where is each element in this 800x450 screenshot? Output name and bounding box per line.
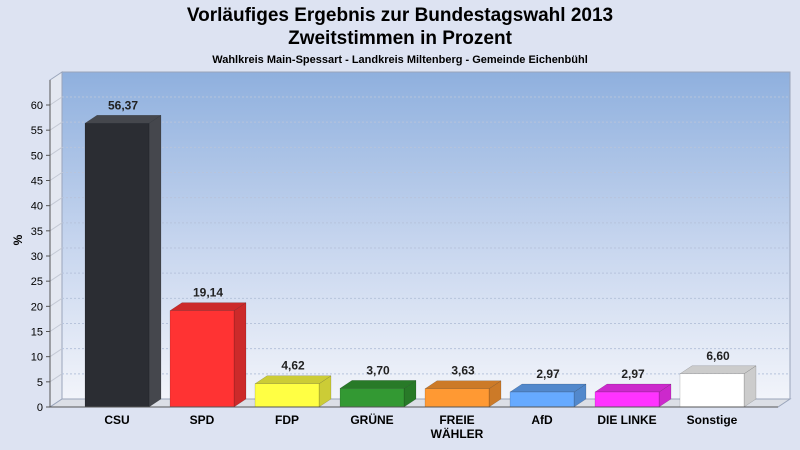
bar-value-label: 2,97	[536, 367, 560, 381]
bar-sonstige: 6,60	[679, 349, 757, 408]
bar-top	[339, 380, 417, 389]
y-tick-label: 10	[31, 352, 43, 364]
bar-front	[254, 383, 320, 408]
x-axis: CSU SPD FDP GRÜNE FREIE WÄHLER AfD DIE LINKE Son…	[50, 406, 778, 441]
y-tick-label: 40	[31, 201, 43, 213]
grid-line-side	[49, 247, 63, 257]
grid-line-side	[49, 96, 63, 106]
bar-freie-wähler: 3,63	[424, 364, 502, 408]
x-category-label: FDP	[275, 413, 299, 427]
bar-value-label: 19,14	[193, 286, 223, 300]
bar-value-label: 56,37	[108, 98, 138, 112]
plot-side-wall	[49, 71, 63, 408]
bar-value-label: 4,62	[281, 359, 305, 373]
y-tick-label: 50	[31, 150, 43, 162]
bar-front	[509, 391, 575, 408]
bar-value-label: 3,63	[451, 364, 475, 378]
bar-side	[233, 302, 247, 408]
bar-value-label: 6,60	[706, 349, 730, 363]
chart-title-line1: Vorläufiges Ergebnis zur Bundestagswahl …	[186, 5, 614, 26]
x-category-label: AfD	[531, 413, 553, 427]
x-category-label: SPD	[190, 413, 215, 427]
bar-top	[424, 380, 502, 389]
bar-value-label: 2,97	[621, 367, 645, 381]
y-tick-label: 5	[37, 377, 43, 389]
bar-top	[254, 375, 332, 384]
grid-line-side	[49, 348, 63, 358]
bar-top	[509, 383, 587, 393]
bar-grüne: 3,70	[339, 363, 417, 408]
bar-top	[84, 115, 162, 124]
grid-line-side	[49, 197, 63, 207]
grid-line-side	[49, 323, 63, 332]
y-tick-label: 55	[31, 125, 43, 137]
y-tick-label: 60	[31, 100, 43, 112]
x-category-label: FREIE WÄHLER	[431, 413, 484, 441]
x-category-label: DIE LINKE	[597, 413, 656, 427]
grid-line-side	[49, 222, 63, 232]
y-tick-label: 15	[31, 327, 43, 339]
y-tick-label: 20	[31, 301, 43, 313]
y-tick-label: 25	[31, 276, 43, 288]
grid-line-side	[49, 172, 63, 181]
y-tick-label: 30	[31, 251, 43, 263]
chart-title-line2: Zweitstimmen in Prozent	[288, 28, 512, 49]
grid-line-side	[49, 297, 63, 307]
y-axis-title: %	[11, 234, 25, 245]
y-tick-label: 0	[37, 402, 43, 414]
bar-afd: 2,97	[509, 367, 587, 408]
chart-title: Vorläufiges Ergebnis zur Bundestagswahl …	[0, 4, 800, 50]
bar-side	[148, 114, 162, 408]
plot-floor	[48, 398, 792, 408]
bar-value-label: 3,70	[366, 363, 390, 377]
x-category-label: CSU	[104, 413, 129, 427]
x-category-label: GRÜNE	[350, 412, 393, 427]
bar-top	[594, 383, 672, 393]
grid-line-side	[49, 146, 63, 156]
bar-front	[594, 391, 660, 408]
bar-csu: 56,37	[84, 98, 162, 408]
bars: 56,37 19,14 4,62 3,70 3,63 2,97 2,97 6,60	[84, 98, 757, 408]
bar-front	[679, 373, 745, 408]
bar-spd: 19,14	[169, 286, 247, 408]
y-axis: 0 5 10 15 20 25 30 35 40 45 50 55 60%	[11, 80, 51, 414]
bar-top	[679, 365, 757, 375]
bar-front	[84, 123, 150, 408]
bar-front	[169, 310, 235, 408]
bar-top	[169, 302, 247, 311]
grid-line-side	[49, 121, 63, 131]
y-tick-label: 35	[31, 226, 43, 238]
bar-front	[424, 388, 490, 408]
chart-subtitle: Wahlkreis Main-Spessart - Landkreis Milt…	[212, 54, 588, 66]
grid-line-side	[49, 272, 63, 282]
bar-front	[339, 388, 405, 408]
bar-die-linke: 2,97	[594, 367, 672, 408]
grid-line-side	[49, 373, 63, 383]
bar-fdp: 4,62	[254, 359, 332, 408]
y-tick-label: 45	[31, 176, 43, 188]
x-category-label: Sonstige	[687, 413, 738, 427]
